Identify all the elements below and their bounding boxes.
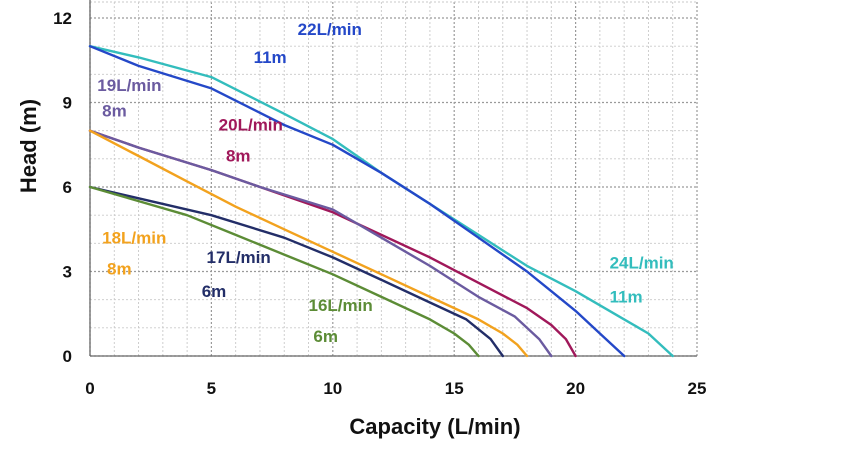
x-tick-label: 0 <box>85 379 94 398</box>
series-line-19l-min <box>88 129 553 358</box>
x-tick-label: 10 <box>323 379 342 398</box>
series-label: 17L/min <box>207 248 271 267</box>
y-tick-label: 0 <box>63 347 72 366</box>
grid <box>89 0 698 357</box>
series-label: 8m <box>226 147 251 166</box>
series-label: 24L/min <box>610 254 674 273</box>
series-line-18l-min <box>88 129 529 358</box>
y-axis-title: Head (m) <box>16 99 41 193</box>
series-label: 16L/min <box>309 296 373 315</box>
y-tick-label: 12 <box>53 9 72 28</box>
series-label: 18L/min <box>102 228 166 247</box>
series-line-24l-min <box>88 45 674 358</box>
series-label: 8m <box>107 259 132 278</box>
y-tick-label: 9 <box>63 94 72 113</box>
y-tick-label: 3 <box>63 263 72 282</box>
x-axis-title: Capacity (L/min) <box>349 414 520 439</box>
axes: 0 5 10 15 20 25 0 3 6 9 12 <box>53 0 706 398</box>
y-tick-label: 6 <box>63 178 72 197</box>
x-tick-label: 5 <box>207 379 216 398</box>
x-tick-label: 25 <box>688 379 707 398</box>
x-tick-label: 20 <box>566 379 585 398</box>
series-label: 20L/min <box>219 116 283 135</box>
series-label: 6m <box>313 327 338 346</box>
series-line-16l-min <box>88 185 480 358</box>
series-label: 8m <box>102 102 127 121</box>
series-line-17l-min <box>88 185 504 358</box>
series-label: 6m <box>202 282 227 301</box>
series-label: 11m <box>610 287 643 306</box>
series-label: 11m <box>254 48 287 67</box>
x-tick-label: 15 <box>445 379 464 398</box>
series-labels: 22L/min 11m 19L/min 8m 20L/min 8m 18L/min 8m 17L… <box>97 20 674 346</box>
series-lines <box>88 45 674 358</box>
series-label: 19L/min <box>97 76 161 95</box>
series-line-22l-min <box>88 45 626 358</box>
series-label: 22L/min <box>298 20 362 39</box>
